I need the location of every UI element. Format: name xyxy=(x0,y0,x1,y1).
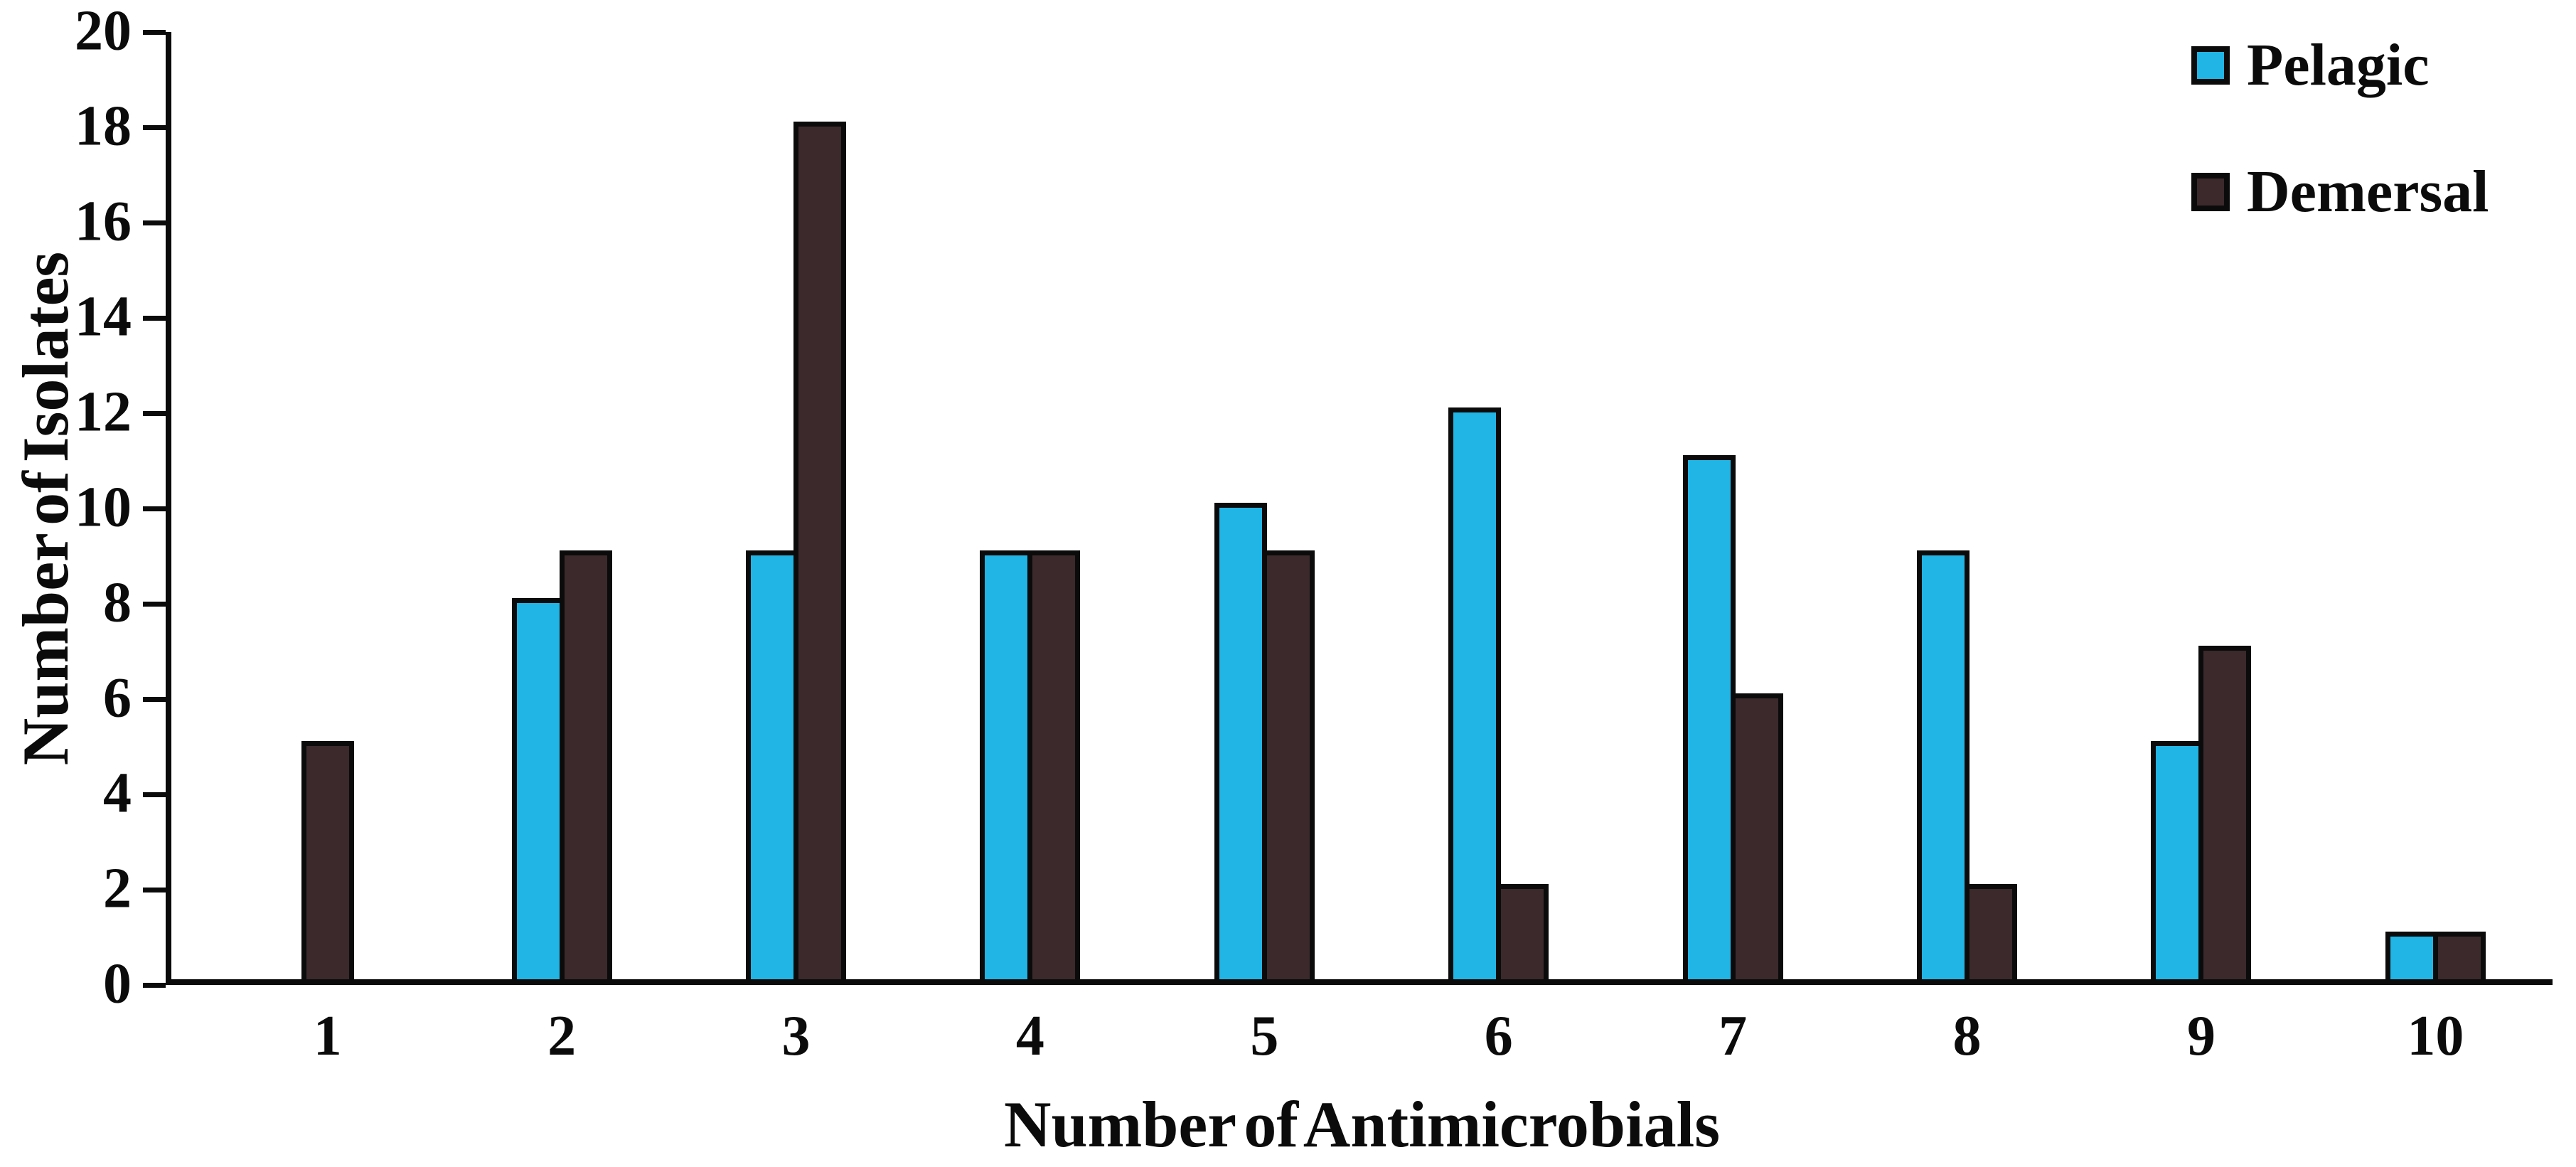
legend-swatch-demersal-icon xyxy=(2191,173,2230,211)
y-tick-label-18: 18 xyxy=(75,95,132,158)
bar-pelagic-2 xyxy=(511,598,565,979)
bars-area xyxy=(171,32,2553,979)
plot-area: 0 2 4 6 8 10 12 14 16 18 20 1 2 3 4 5 6 7 8 9 10 Number of … xyxy=(75,2,2553,1157)
legend-item-pelagic: Pelagic xyxy=(2191,36,2489,95)
bar-group-7 xyxy=(1615,455,1849,979)
bar-group-8 xyxy=(1850,550,2084,979)
bar-group-2 xyxy=(444,550,678,979)
y-tick-label-20: 20 xyxy=(75,0,132,63)
y-tick-label-0: 0 xyxy=(103,952,132,1016)
bar-demersal-7 xyxy=(1730,693,1783,979)
x-tick-label-6: 6 xyxy=(1484,1005,1513,1067)
x-axis-labels: 1 2 3 4 5 6 7 8 9 10 xyxy=(171,1008,2553,1065)
y-tick-2 xyxy=(143,888,166,892)
bar-demersal-2 xyxy=(559,550,612,979)
bar-pelagic-8 xyxy=(1917,550,1970,979)
bar-demersal-4 xyxy=(1027,550,1081,979)
bar-group-3 xyxy=(679,122,913,979)
x-tick-label-4: 4 xyxy=(1015,1005,1044,1067)
y-tick-label-10: 10 xyxy=(75,476,132,539)
x-tick-label-7: 7 xyxy=(1719,1005,1748,1067)
legend-item-demersal: Demersal xyxy=(2191,162,2489,222)
y-tick-label-16: 16 xyxy=(75,190,132,253)
bar-demersal-8 xyxy=(1965,884,2018,979)
x-axis-title: Number of Antimicrobials xyxy=(1004,1088,1720,1161)
legend-swatch-pelagic-icon xyxy=(2191,46,2230,85)
x-tick-label-3: 3 xyxy=(781,1005,811,1067)
legend-label-demersal: Demersal xyxy=(2247,159,2489,225)
y-tick-label-4: 4 xyxy=(103,762,132,825)
y-tick-16 xyxy=(143,220,166,225)
y-tick-label-6: 6 xyxy=(103,666,132,730)
bar-pelagic-9 xyxy=(2151,741,2204,979)
y-tick-6 xyxy=(143,697,166,702)
bar-group-4 xyxy=(913,550,1147,979)
y-tick-4 xyxy=(143,792,166,797)
bar-demersal-1 xyxy=(301,741,354,979)
y-tick-14 xyxy=(143,316,166,321)
legend-label-pelagic: Pelagic xyxy=(2247,32,2430,98)
y-tick-label-2: 2 xyxy=(103,857,132,920)
x-tick-label-1: 1 xyxy=(313,1005,342,1067)
bar-demersal-10 xyxy=(2432,932,2486,979)
y-tick-12 xyxy=(143,411,166,416)
bar-demersal-5 xyxy=(1261,550,1315,979)
legend: Pelagic Demersal xyxy=(2191,36,2489,222)
x-tick-label-5: 5 xyxy=(1250,1005,1279,1067)
bar-demersal-3 xyxy=(793,122,847,979)
bar-demersal-6 xyxy=(1496,884,1549,979)
bar-group-9 xyxy=(2084,646,2318,979)
bar-demersal-9 xyxy=(2198,646,2252,979)
x-tick-label-9: 9 xyxy=(2186,1005,2216,1067)
bar-group-10 xyxy=(2319,932,2553,979)
y-tick-label-8: 8 xyxy=(103,571,132,634)
bar-group-6 xyxy=(1381,407,1615,979)
y-tick-label-12: 12 xyxy=(75,380,132,444)
x-tick-label-8: 8 xyxy=(1952,1005,1982,1067)
y-tick-18 xyxy=(143,125,166,130)
bar-pelagic-10 xyxy=(2385,932,2438,979)
bar-group-1 xyxy=(210,741,444,979)
y-tick-8 xyxy=(143,602,166,607)
x-tick-label-2: 2 xyxy=(547,1005,577,1067)
y-tick-10 xyxy=(143,506,166,511)
bar-pelagic-6 xyxy=(1448,407,1502,979)
bar-pelagic-5 xyxy=(1214,503,1267,979)
x-tick-label-10: 10 xyxy=(2407,1005,2464,1067)
bar-pelagic-4 xyxy=(980,550,1033,979)
bar-group-5 xyxy=(1148,503,1381,979)
y-tick-label-14: 14 xyxy=(75,285,132,348)
bar-pelagic-3 xyxy=(746,550,799,979)
bar-pelagic-7 xyxy=(1682,455,1736,979)
y-tick-20 xyxy=(143,30,166,35)
y-tick-0 xyxy=(143,983,166,988)
